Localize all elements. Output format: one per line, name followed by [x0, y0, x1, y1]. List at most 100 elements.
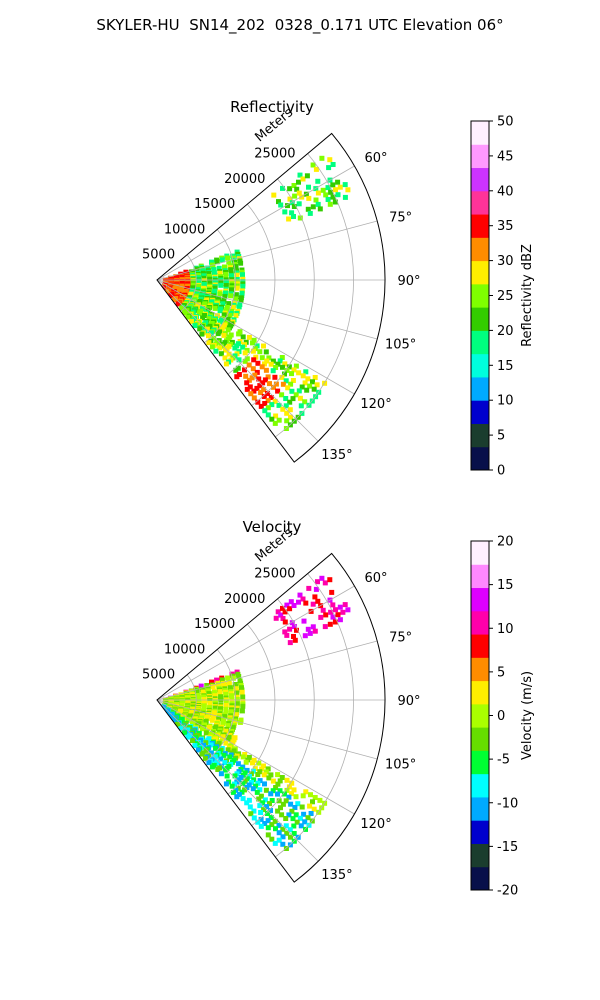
echo-cell	[262, 401, 268, 406]
azimuth-tick-label: 105°	[385, 338, 416, 353]
echo-cell	[206, 725, 212, 730]
echo-cell	[296, 179, 301, 185]
echo-cell	[283, 798, 289, 804]
echo-cell	[218, 282, 224, 288]
echo-cell	[310, 162, 316, 168]
echo-cell	[247, 804, 253, 810]
echo-cell	[222, 767, 228, 773]
echo-cell	[285, 385, 291, 391]
echo-cell	[211, 293, 217, 299]
echo-cell	[246, 362, 252, 368]
echo-cell	[243, 759, 249, 765]
echo-cell	[226, 351, 232, 357]
echo-cell	[303, 789, 309, 795]
echo-cell	[235, 761, 241, 767]
azimuth-gridline	[156, 279, 355, 395]
colorbar-swatch	[471, 167, 489, 192]
echo-cell	[325, 197, 331, 202]
echo-cell	[306, 585, 312, 591]
echo-cell	[289, 791, 294, 797]
echo-cell	[317, 797, 323, 803]
echo-cell	[296, 190, 302, 196]
echo-cell	[257, 803, 263, 809]
echo-cell	[289, 388, 295, 394]
echo-cell	[251, 337, 257, 343]
echo-cell	[199, 726, 205, 732]
echo-cell	[330, 182, 336, 188]
echo-cell	[258, 810, 264, 815]
echo-cell	[296, 370, 302, 376]
colorbar-tick-label: 25	[497, 289, 514, 304]
echo-cell	[189, 709, 195, 715]
colorbar-swatch	[471, 283, 489, 308]
echo-cell	[168, 293, 174, 299]
echo-cell	[258, 390, 264, 395]
echo-cell	[313, 166, 319, 172]
echo-cell	[188, 318, 194, 324]
echo-cell	[280, 406, 286, 412]
echo-cell	[283, 816, 289, 821]
echo-cell	[227, 312, 233, 318]
azimuth-tick-label: 75°	[389, 630, 412, 645]
echo-cell	[194, 267, 200, 273]
echo-cell	[319, 575, 325, 581]
colorbar-tick-label: 0	[497, 464, 505, 479]
echo-cell	[291, 183, 297, 188]
echo-cell	[207, 698, 213, 704]
echo-cell	[310, 624, 316, 630]
colorbar-tick-label: 40	[497, 184, 514, 199]
echo-cell	[205, 265, 211, 271]
echo-cell	[244, 800, 250, 806]
echo-cell	[218, 756, 224, 762]
echo-cell	[239, 708, 245, 714]
echo-cell	[258, 793, 264, 799]
echo-cell	[239, 789, 245, 795]
echo-cell	[254, 369, 260, 375]
echo-cell	[276, 199, 281, 205]
echo-cell	[283, 378, 289, 384]
echo-cell	[242, 367, 247, 373]
range-ring	[275, 153, 354, 438]
echo-cell	[283, 846, 289, 851]
echo-cell	[279, 374, 285, 380]
echo-cell	[280, 605, 285, 611]
azimuth-tick-label: 120°	[360, 817, 391, 832]
echo-cell	[203, 740, 209, 746]
echo-cell	[233, 313, 239, 319]
colorbar-swatch	[471, 773, 489, 798]
velocity-panel: Velocity 60° 75° 90° 105° 120° 135° 5000 10000 15…	[142, 518, 535, 899]
echo-cell	[211, 267, 217, 273]
echo-cell	[294, 186, 300, 192]
echo-cell	[234, 285, 240, 291]
echo-cell	[258, 403, 264, 409]
echo-cell	[211, 270, 217, 276]
echo-cell	[197, 326, 203, 332]
echo-cell	[280, 801, 286, 807]
echo-cell	[270, 368, 276, 374]
range-ring	[180, 254, 197, 312]
echo-cell	[287, 399, 293, 405]
echo-cell	[257, 383, 263, 389]
echo-cell	[208, 750, 214, 756]
echo-cell	[287, 640, 293, 646]
echo-cell	[312, 628, 318, 634]
echo-cell	[345, 187, 351, 193]
echo-cell	[304, 387, 310, 393]
colorbar-tick-label: 10	[497, 622, 514, 637]
echo-cell	[240, 694, 246, 700]
echo-cell	[249, 779, 254, 785]
echo-cell	[293, 794, 299, 800]
colorbar-swatch	[471, 750, 489, 775]
echo-cell	[228, 293, 234, 299]
echo-cell	[301, 811, 307, 817]
echo-cell	[206, 271, 212, 277]
echo-cell	[222, 760, 228, 766]
echo-cell	[207, 279, 213, 285]
echo-cell	[248, 391, 254, 397]
echo-cell	[283, 426, 289, 431]
echo-cell	[268, 395, 274, 400]
azimuth-tick-label: 60°	[365, 151, 388, 166]
echo-cell	[251, 815, 257, 821]
echo-cell	[268, 808, 273, 813]
